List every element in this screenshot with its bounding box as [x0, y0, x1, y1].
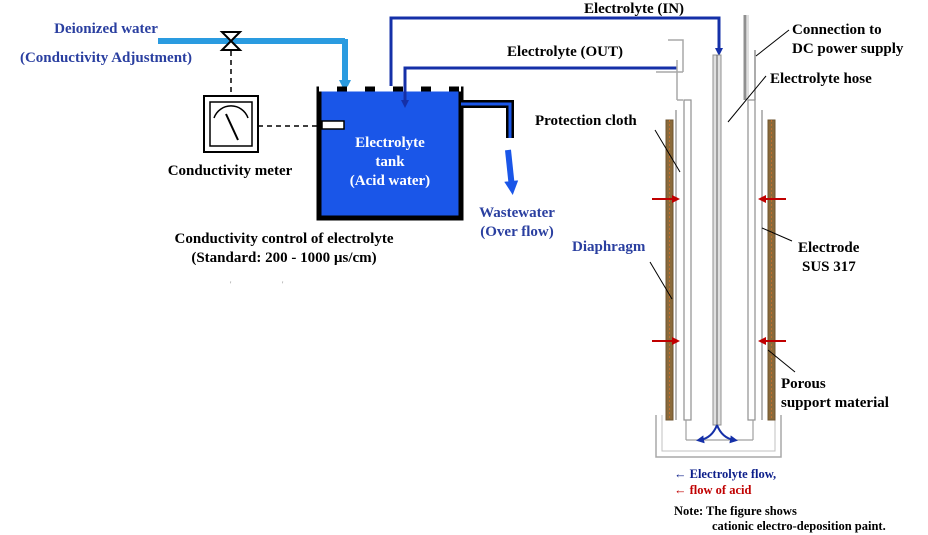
flow-split-arrow-left	[696, 424, 718, 444]
conductivity-meter-label: Conductivity meter	[168, 163, 293, 179]
electrode-sublabel: SUS 317	[802, 259, 856, 275]
connection-label: Connection to	[792, 22, 882, 38]
leader-protection	[654, 129, 681, 173]
overflow-pipe-inner	[461, 102, 512, 138]
wastewater-sublabel: (Over flow)	[480, 224, 553, 240]
connection-sublabel: DC power supply	[792, 41, 904, 57]
wastewater-label: Wastewater	[479, 205, 555, 221]
electrode-label: Electrode	[798, 240, 860, 256]
leader-connection	[755, 29, 790, 57]
faint-mark: '	[230, 280, 232, 289]
electrolyte-hose-label: Electrolyte hose	[770, 71, 872, 87]
electrolyte-in-pipe	[389, 16, 723, 86]
electrolyte-out-pipe	[401, 66, 677, 108]
deionized-water-label: Deionized water	[54, 21, 158, 37]
protection-cloth-label: Protection cloth	[535, 113, 637, 129]
deionized-water-sublabel: (Conductivity Adjustment)	[20, 50, 192, 66]
control-sublabel: (Standard: 200 - 1000 µs/cm)	[191, 250, 376, 266]
porous-sublabel: support material	[781, 395, 889, 411]
tank-label-2: tank	[375, 154, 405, 170]
note-label: Note: The figure shows	[674, 504, 797, 518]
conductivity-meter-icon	[203, 95, 259, 153]
electrolyte-in-label: Electrolyte (IN)	[584, 1, 684, 17]
leader-porous	[767, 349, 796, 373]
tank-label-3: (Acid water)	[350, 173, 430, 189]
legend-electrolyte-flow: ← Electrolyte flow,	[674, 467, 776, 481]
electrolyte-out-label: Electrolyte (OUT)	[507, 44, 623, 60]
diaphragm-label: Diaphragm	[572, 239, 646, 255]
legend-acid-flow: ← flow of acid	[674, 483, 751, 497]
porous-label: Porous	[781, 376, 826, 392]
faint-mark: '	[282, 280, 284, 289]
valve-icon	[219, 31, 243, 51]
control-label: Conductivity control of electrolyte	[175, 231, 394, 247]
leader-hose	[727, 75, 767, 123]
leader-electrode	[761, 227, 793, 242]
tank-label-1: Electrolyte	[355, 135, 425, 151]
note-sublabel: cationic electro-deposition paint.	[712, 519, 886, 533]
overflow-pipe	[461, 100, 514, 138]
flow-split-arrow-right	[716, 424, 738, 444]
electrode-cell	[655, 15, 782, 458]
leader-diaphragm	[649, 261, 673, 300]
electrolyte-tank	[316, 86, 464, 221]
wastewater-arrow	[504, 149, 519, 195]
